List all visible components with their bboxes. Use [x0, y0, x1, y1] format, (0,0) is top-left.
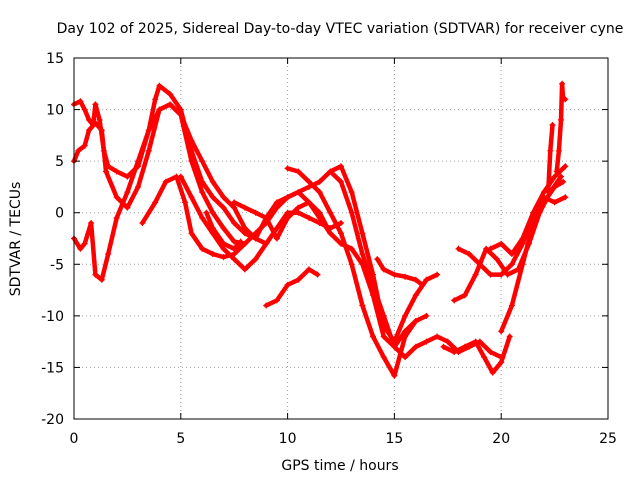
series-trace-2 — [71, 102, 248, 246]
y-tick-label: 15 — [46, 51, 64, 67]
data-markers — [71, 80, 569, 379]
y-tick-label: 0 — [55, 206, 64, 222]
x-tick-label: 10 — [279, 431, 297, 447]
series-trace-5 — [178, 174, 344, 272]
series-spike-2 — [554, 81, 568, 174]
x-tick-label: 0 — [70, 431, 79, 447]
x-tick-label: 15 — [385, 431, 403, 447]
series-trace-11 — [375, 256, 425, 288]
y-tick-label: -15 — [41, 360, 64, 376]
series-trace-8 — [263, 267, 320, 308]
axis-ticks: 0 5 10 15 20 25 -20 -15 -10 -5 0 5 10 15 — [41, 51, 617, 447]
y-tick-label: -10 — [41, 309, 64, 325]
y-tick-label: -20 — [41, 412, 64, 428]
grid-lines — [74, 58, 608, 419]
series-trace-15 — [488, 164, 568, 257]
chart-title: Day 102 of 2025, Sidereal Day-to-day VTE… — [57, 21, 624, 37]
data-series — [71, 81, 568, 378]
plot-frame — [73, 57, 609, 420]
series-trace-12 — [441, 334, 512, 375]
x-axis-label: GPS time / hours — [281, 458, 398, 474]
series-trace-10 — [328, 169, 504, 360]
series-trace-14 — [451, 174, 564, 303]
y-tick-label: -5 — [50, 257, 64, 273]
plus-markers — [71, 80, 569, 379]
y-tick-label: 5 — [55, 154, 64, 170]
y-axis-label: SDTVAR / TECUs — [8, 182, 24, 297]
y-tick-label: 10 — [46, 103, 64, 119]
x-tick-label: 25 — [599, 431, 617, 447]
x-tick-label: 20 — [492, 431, 510, 447]
x-tick-label: 5 — [176, 431, 185, 447]
